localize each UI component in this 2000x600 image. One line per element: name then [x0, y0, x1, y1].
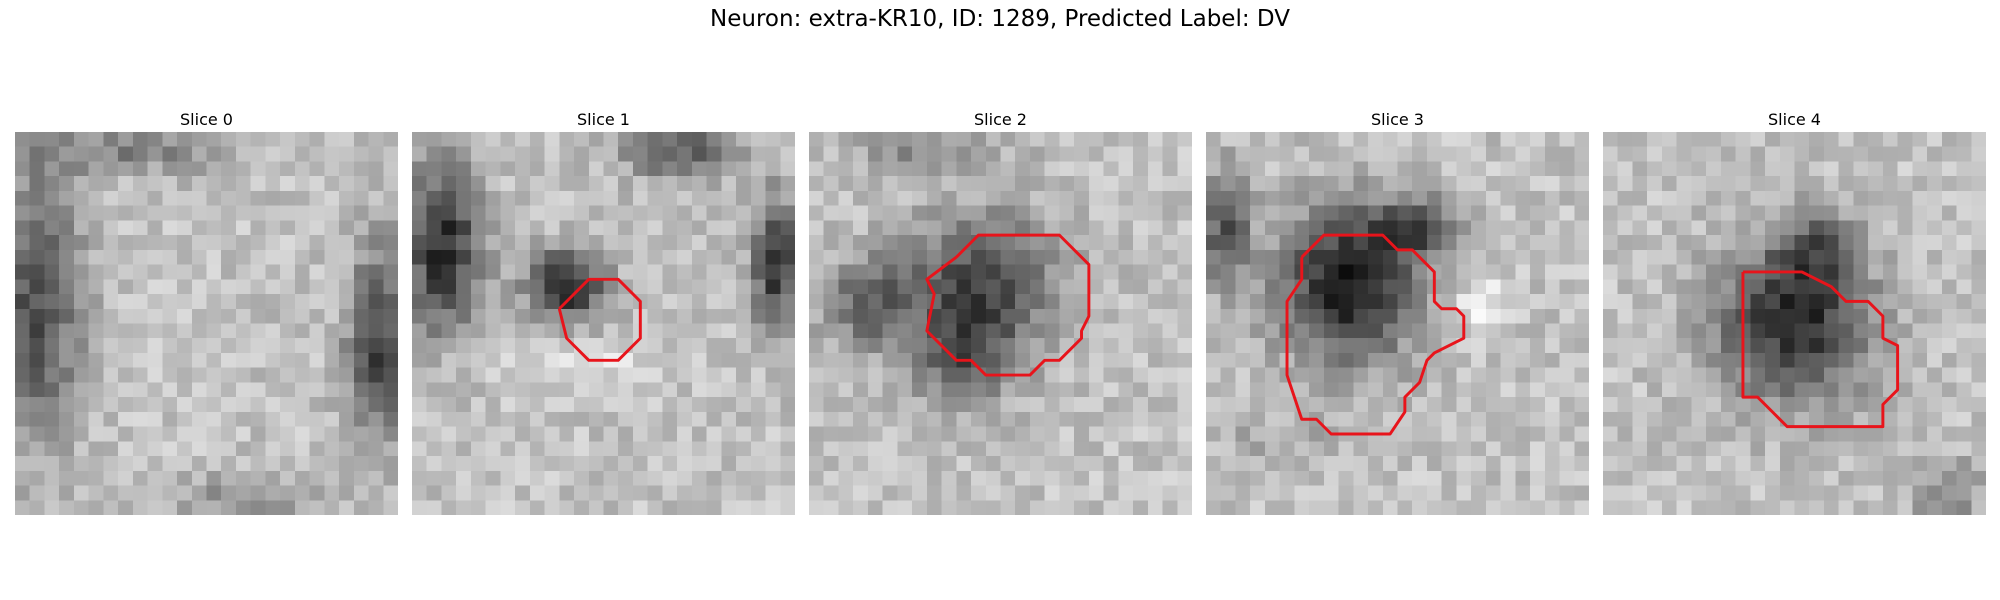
- slice-image: [15, 132, 398, 515]
- slice-title: Slice 1: [577, 110, 630, 129]
- slice-title: Slice 4: [1768, 110, 1821, 129]
- slice-panel-2: Slice 2: [809, 108, 1192, 515]
- slice-title: Slice 3: [1371, 110, 1424, 129]
- segmentation-contour: [1741, 270, 1900, 429]
- figure-title: Neuron: extra-KR10, ID: 1289, Predicted …: [710, 6, 1290, 32]
- slice-image: [1206, 132, 1589, 515]
- segmentation-contour: [557, 277, 642, 362]
- slice-title: Slice 0: [180, 110, 233, 129]
- slice-panel-1: Slice 1: [412, 108, 795, 515]
- slice-panel-3: Slice 3: [1206, 108, 1589, 515]
- segmentation-contour: [925, 233, 1091, 377]
- slice-panel-0: Slice 0: [15, 108, 398, 515]
- slice-title: Slice 2: [974, 110, 1027, 129]
- segmentation-contour: [1285, 233, 1466, 436]
- slice-panel-4: Slice 4: [1603, 108, 1986, 515]
- slice-image: [1603, 132, 1986, 515]
- slice-image: [412, 132, 795, 515]
- slice-image: [809, 132, 1192, 515]
